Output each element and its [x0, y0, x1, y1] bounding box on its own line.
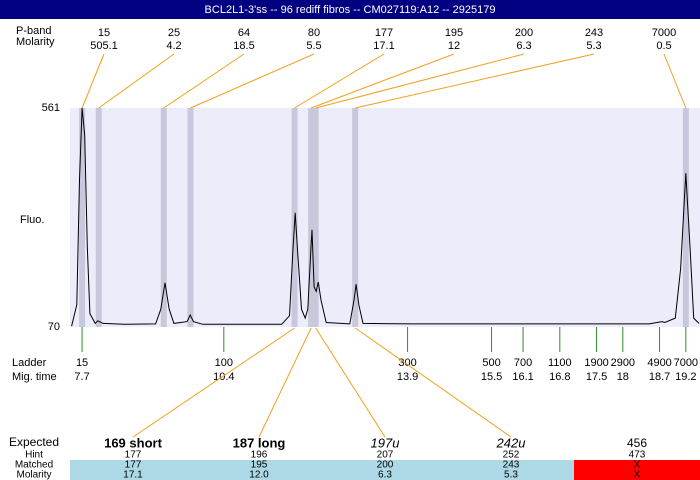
- ladder-time: 13.9: [397, 371, 418, 383]
- band: [352, 108, 359, 327]
- match-connector: [315, 327, 386, 438]
- expected: 242u: [496, 435, 526, 450]
- expected: 169 short: [104, 435, 162, 450]
- ladder-time: 7.7: [74, 371, 89, 383]
- expected: 187 long: [233, 435, 286, 450]
- band-size: 80: [308, 27, 320, 39]
- title-bar: [0, 0, 700, 19]
- ladder-time: 19.2: [675, 371, 696, 383]
- matched-cell: [70, 460, 196, 480]
- y-axis-label: Fluo.: [20, 214, 44, 226]
- expected-label: Expected: [9, 435, 59, 449]
- y-tick-label: 70: [48, 321, 60, 333]
- matched-molarity: 5.3: [504, 470, 518, 480]
- matched: 177: [125, 460, 142, 471]
- band-connector: [81, 53, 105, 109]
- ladder-size: 4900: [647, 357, 671, 369]
- matched-molarity: 6.3: [378, 470, 392, 480]
- molarity-label: Molarity: [16, 470, 51, 480]
- band-molarity: 17.1: [373, 40, 394, 52]
- band-connector: [190, 53, 315, 109]
- matched: 200: [377, 460, 394, 471]
- band-molarity: 0.5: [656, 40, 671, 52]
- band-molarity: 6.3: [516, 40, 531, 52]
- expected: 197u: [371, 435, 400, 450]
- hint: 252: [503, 450, 520, 461]
- band-size: 64: [238, 27, 250, 39]
- band: [95, 108, 102, 327]
- match-connector: [132, 327, 295, 438]
- match-connector: [354, 327, 512, 438]
- hint: 177: [125, 450, 142, 461]
- band-size: 200: [515, 27, 533, 39]
- ladder-size: 1100: [548, 357, 572, 369]
- trace: [71, 107, 700, 327]
- band-size: 177: [375, 27, 393, 39]
- matched-label: Matched: [15, 460, 53, 471]
- ladder-size: 300: [398, 357, 416, 369]
- hint: 473: [629, 450, 646, 461]
- expected: 456: [627, 436, 647, 450]
- ladder-size: 100: [215, 357, 233, 369]
- band-size: 25: [168, 27, 180, 39]
- band-molarity: 5.5: [306, 40, 321, 52]
- ladder-size: 700: [514, 357, 532, 369]
- ladder-time: 17.5: [586, 371, 607, 383]
- ladder-size: 1900: [584, 357, 608, 369]
- matched-cell: [196, 460, 322, 480]
- band-molarity-label: Molarity: [16, 36, 55, 48]
- band-size: 15: [98, 27, 110, 39]
- band: [312, 108, 319, 327]
- matched: X: [634, 460, 641, 471]
- y-tick-label: 561: [42, 102, 60, 114]
- ladder-size: 7000: [674, 357, 698, 369]
- band-label: P-band: [16, 25, 51, 37]
- ladder-time: 18.7: [649, 371, 670, 383]
- band-connector: [663, 53, 687, 109]
- hint-label: Hint: [25, 450, 43, 461]
- band-molarity: 505.1: [90, 40, 118, 52]
- band: [160, 108, 167, 327]
- ladder-time: 18: [617, 371, 629, 383]
- band: [308, 108, 315, 327]
- match-connector: [258, 327, 312, 438]
- title: BCL2L1-3'ss -- 96 rediff fibros -- CM027…: [205, 4, 496, 16]
- band-connector: [310, 53, 455, 109]
- hint: 207: [377, 450, 394, 461]
- band-molarity: 5.3: [586, 40, 601, 52]
- band-size: 243: [585, 27, 603, 39]
- ladder-time: 16.1: [512, 371, 533, 383]
- band-molarity: 4.2: [166, 40, 181, 52]
- ladder-size: 500: [482, 357, 500, 369]
- matched-cell: [322, 460, 448, 480]
- band: [79, 108, 86, 327]
- matched-cell: [448, 460, 574, 480]
- matched-cell: [574, 460, 700, 480]
- ladder-time: 15.5: [481, 371, 502, 383]
- matched-molarity: 17.1: [123, 470, 143, 480]
- hint: 196: [251, 450, 268, 461]
- band: [682, 108, 689, 327]
- ladder-size: 2900: [611, 357, 635, 369]
- ladder-label: Ladder: [12, 357, 47, 369]
- matched-molarity: 12.0: [249, 470, 269, 480]
- band-connector: [294, 53, 385, 109]
- ladder-size: 15: [76, 357, 88, 369]
- band-connector: [355, 53, 595, 109]
- mig-time-label: Mig. time: [12, 371, 57, 383]
- band-molarity: 18.5: [233, 40, 254, 52]
- band-size: 7000: [652, 27, 676, 39]
- band-size: 195: [445, 27, 463, 39]
- band-connector: [315, 53, 525, 109]
- matched: 243: [503, 460, 520, 471]
- matched: 195: [251, 460, 268, 471]
- plot-area: [70, 108, 700, 327]
- band-molarity: 12: [448, 40, 460, 52]
- band-connector: [163, 53, 245, 109]
- band-connector: [98, 53, 175, 109]
- matched-molarity: X: [634, 470, 641, 480]
- ladder-time: 16.8: [549, 371, 570, 383]
- band: [187, 108, 194, 327]
